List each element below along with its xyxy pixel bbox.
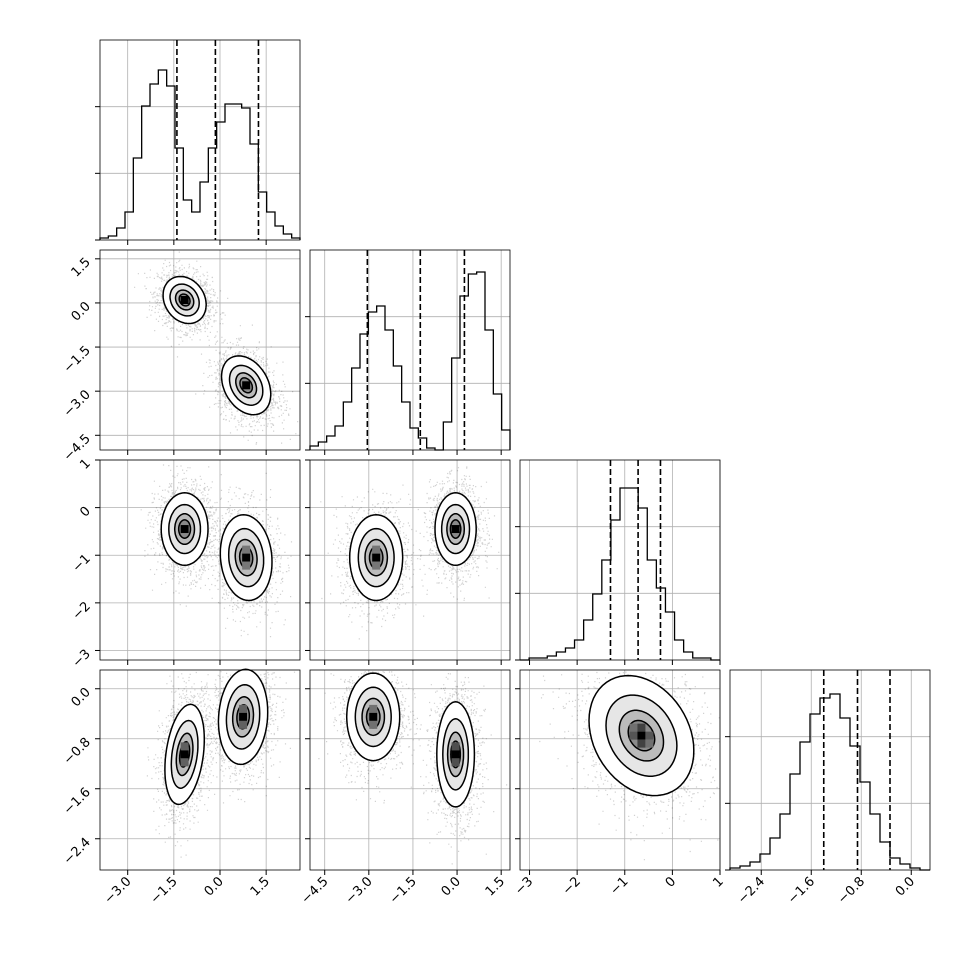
x-tick-label: −2 <box>560 874 584 898</box>
panel-frame <box>99 459 301 661</box>
x-tick-label: −1.5 <box>148 874 181 907</box>
density-bin <box>180 758 189 767</box>
y-tick-label: 0.0 <box>69 299 94 324</box>
density-bin <box>629 731 638 740</box>
y-tick-label: −1 <box>70 551 94 575</box>
panel-3-2: −3 −2 −1 0 1 <box>512 669 727 898</box>
x-tick-label: −1.5 <box>387 874 420 907</box>
y-tick-label: −1.6 <box>61 785 94 818</box>
x-tick-label: −1.6 <box>785 874 818 907</box>
x-tick-label: −2.4 <box>735 874 768 907</box>
y-tick-label: −4.5 <box>61 432 94 465</box>
density-bin <box>637 731 646 740</box>
x-tick-label: −1 <box>607 874 631 898</box>
panel-1-0: −4.5 −3.0 −1.5 0.0 1.5 <box>61 249 301 465</box>
density-bin <box>629 723 638 732</box>
panel-3-3: −2.4 −1.6 −0.8 0.0 <box>725 669 931 907</box>
density-bin <box>180 525 189 534</box>
x-tick-label: −4.5 <box>299 874 332 907</box>
density-bin <box>242 553 251 562</box>
scatter-points <box>320 466 500 640</box>
panel-1-1 <box>305 249 511 455</box>
x-tick-label: 1 <box>710 874 726 890</box>
panel-frame <box>309 459 511 661</box>
density-bin <box>180 296 189 304</box>
scatter-points <box>134 251 299 445</box>
panel-frame <box>729 669 931 871</box>
x-tick-label: −3 <box>512 874 536 898</box>
histogram-2 <box>520 487 720 661</box>
panel-frame <box>309 669 511 871</box>
y-tick-label: −2.4 <box>61 835 94 868</box>
y-tick-label: −0.8 <box>61 735 94 768</box>
panel-3-1: −4.5 −3.0 −1.5 0.0 1.5 <box>299 669 511 907</box>
density-bin <box>645 739 654 748</box>
density-bin <box>242 561 251 570</box>
y-tick-label: 1 <box>77 456 93 472</box>
x-tick-label: −0.8 <box>835 874 868 907</box>
density-bin <box>239 720 248 729</box>
histogram-0 <box>99 69 301 240</box>
y-tick-label: −1.5 <box>61 343 94 376</box>
y-tick-label: −3.0 <box>61 387 94 420</box>
panel-frame <box>519 459 721 661</box>
scatter-points <box>539 671 720 861</box>
y-tick-label: 0 <box>77 504 93 520</box>
density-bin <box>372 553 381 562</box>
histogram-3 <box>729 693 930 871</box>
x-tick-label: 1.5 <box>248 874 273 899</box>
x-tick-label: 1.5 <box>483 874 508 899</box>
panel-frame <box>309 249 511 451</box>
density-bin <box>451 525 460 534</box>
density-bin <box>180 742 189 751</box>
panel-2-0: −3 −2 −1 0 1 <box>70 456 301 671</box>
x-tick-label: 0.0 <box>439 874 464 899</box>
y-tick-label: 0.0 <box>69 685 94 710</box>
panel-2-1 <box>305 459 511 665</box>
panel-0-0 <box>95 39 301 245</box>
panel-frame <box>99 669 301 871</box>
panel-3-0: −3.0 −1.5 0.0 1.5 −2.4 −1.6 −0.8 0.0 <box>61 668 301 907</box>
density-bin <box>369 712 378 721</box>
panel-frame <box>99 39 301 241</box>
panel-frame <box>519 669 721 871</box>
density-bin <box>242 381 251 390</box>
density-bin <box>369 720 378 729</box>
density-bin <box>645 731 654 740</box>
x-tick-label: 0.0 <box>202 874 227 899</box>
density-bin <box>239 712 248 721</box>
y-tick-label: −3 <box>70 647 94 671</box>
density-bin <box>369 704 378 713</box>
x-tick-label: 0 <box>663 874 679 890</box>
histogram-1 <box>309 271 511 451</box>
density-bin <box>239 704 248 713</box>
panel-frame <box>99 249 301 451</box>
density-bin <box>180 750 189 759</box>
y-tick-label: −2 <box>70 599 94 623</box>
y-tick-label: 1.5 <box>69 255 94 280</box>
density-bin <box>372 545 381 554</box>
density-bin <box>372 561 381 570</box>
x-tick-label: −3.0 <box>102 874 135 907</box>
density-bin <box>637 723 646 732</box>
density-bin <box>451 742 460 751</box>
x-tick-label: −3.0 <box>343 874 376 907</box>
density-bin <box>637 739 646 748</box>
density-bin <box>242 545 251 554</box>
density-bin <box>451 758 460 767</box>
panel-2-2 <box>515 459 721 665</box>
x-tick-label: 0.0 <box>893 874 918 899</box>
density-bin <box>451 750 460 759</box>
